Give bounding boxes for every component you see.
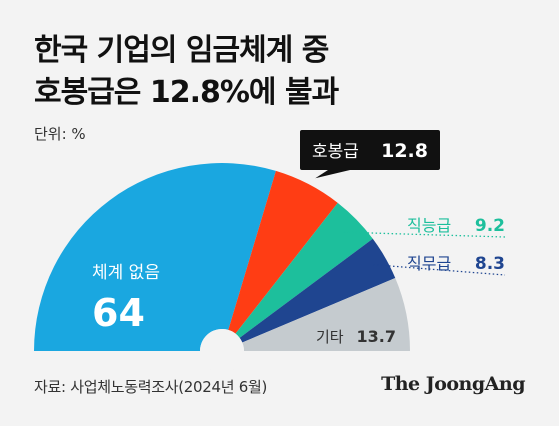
unit-label: 단위: % bbox=[34, 125, 86, 143]
slice-2 bbox=[235, 202, 373, 338]
label-other-name: 기타 bbox=[316, 328, 344, 346]
label-job-ability-value: 9.2 bbox=[475, 216, 505, 236]
label-other-value: 13.7 bbox=[357, 327, 396, 346]
callout-pointer bbox=[315, 170, 350, 179]
label-job-duty-name: 직무급 bbox=[407, 254, 451, 273]
chart-title: 한국 기업의 임금체계 중 호봉급은 12.8%에 불과 bbox=[34, 30, 534, 114]
donut-hole bbox=[200, 329, 244, 373]
title-line-1: 한국 기업의 임금체계 중 bbox=[34, 33, 329, 68]
label-seniority-name: 호봉급 bbox=[312, 142, 359, 162]
label-none-value: 64 bbox=[92, 291, 145, 335]
callout-box bbox=[300, 130, 440, 170]
label-job-duty-value: 8.3 bbox=[475, 254, 505, 274]
title-line-2: 호봉급은 12.8%에 불과 bbox=[34, 75, 339, 110]
slice-1 bbox=[228, 170, 338, 334]
label-job-ability-name: 직능급 bbox=[407, 216, 451, 235]
leader-job-ability bbox=[343, 231, 506, 238]
label-seniority-value: 12.8 bbox=[381, 140, 428, 162]
slice-4 bbox=[242, 278, 410, 351]
source-note: 자료: 사업체노동력조사(2024년 6월) bbox=[34, 378, 268, 396]
slice-0 bbox=[34, 163, 276, 351]
label-none-name: 체계 없음 bbox=[92, 263, 160, 283]
publisher-logo: The JoongAng bbox=[381, 373, 525, 395]
slice-3 bbox=[239, 238, 396, 343]
